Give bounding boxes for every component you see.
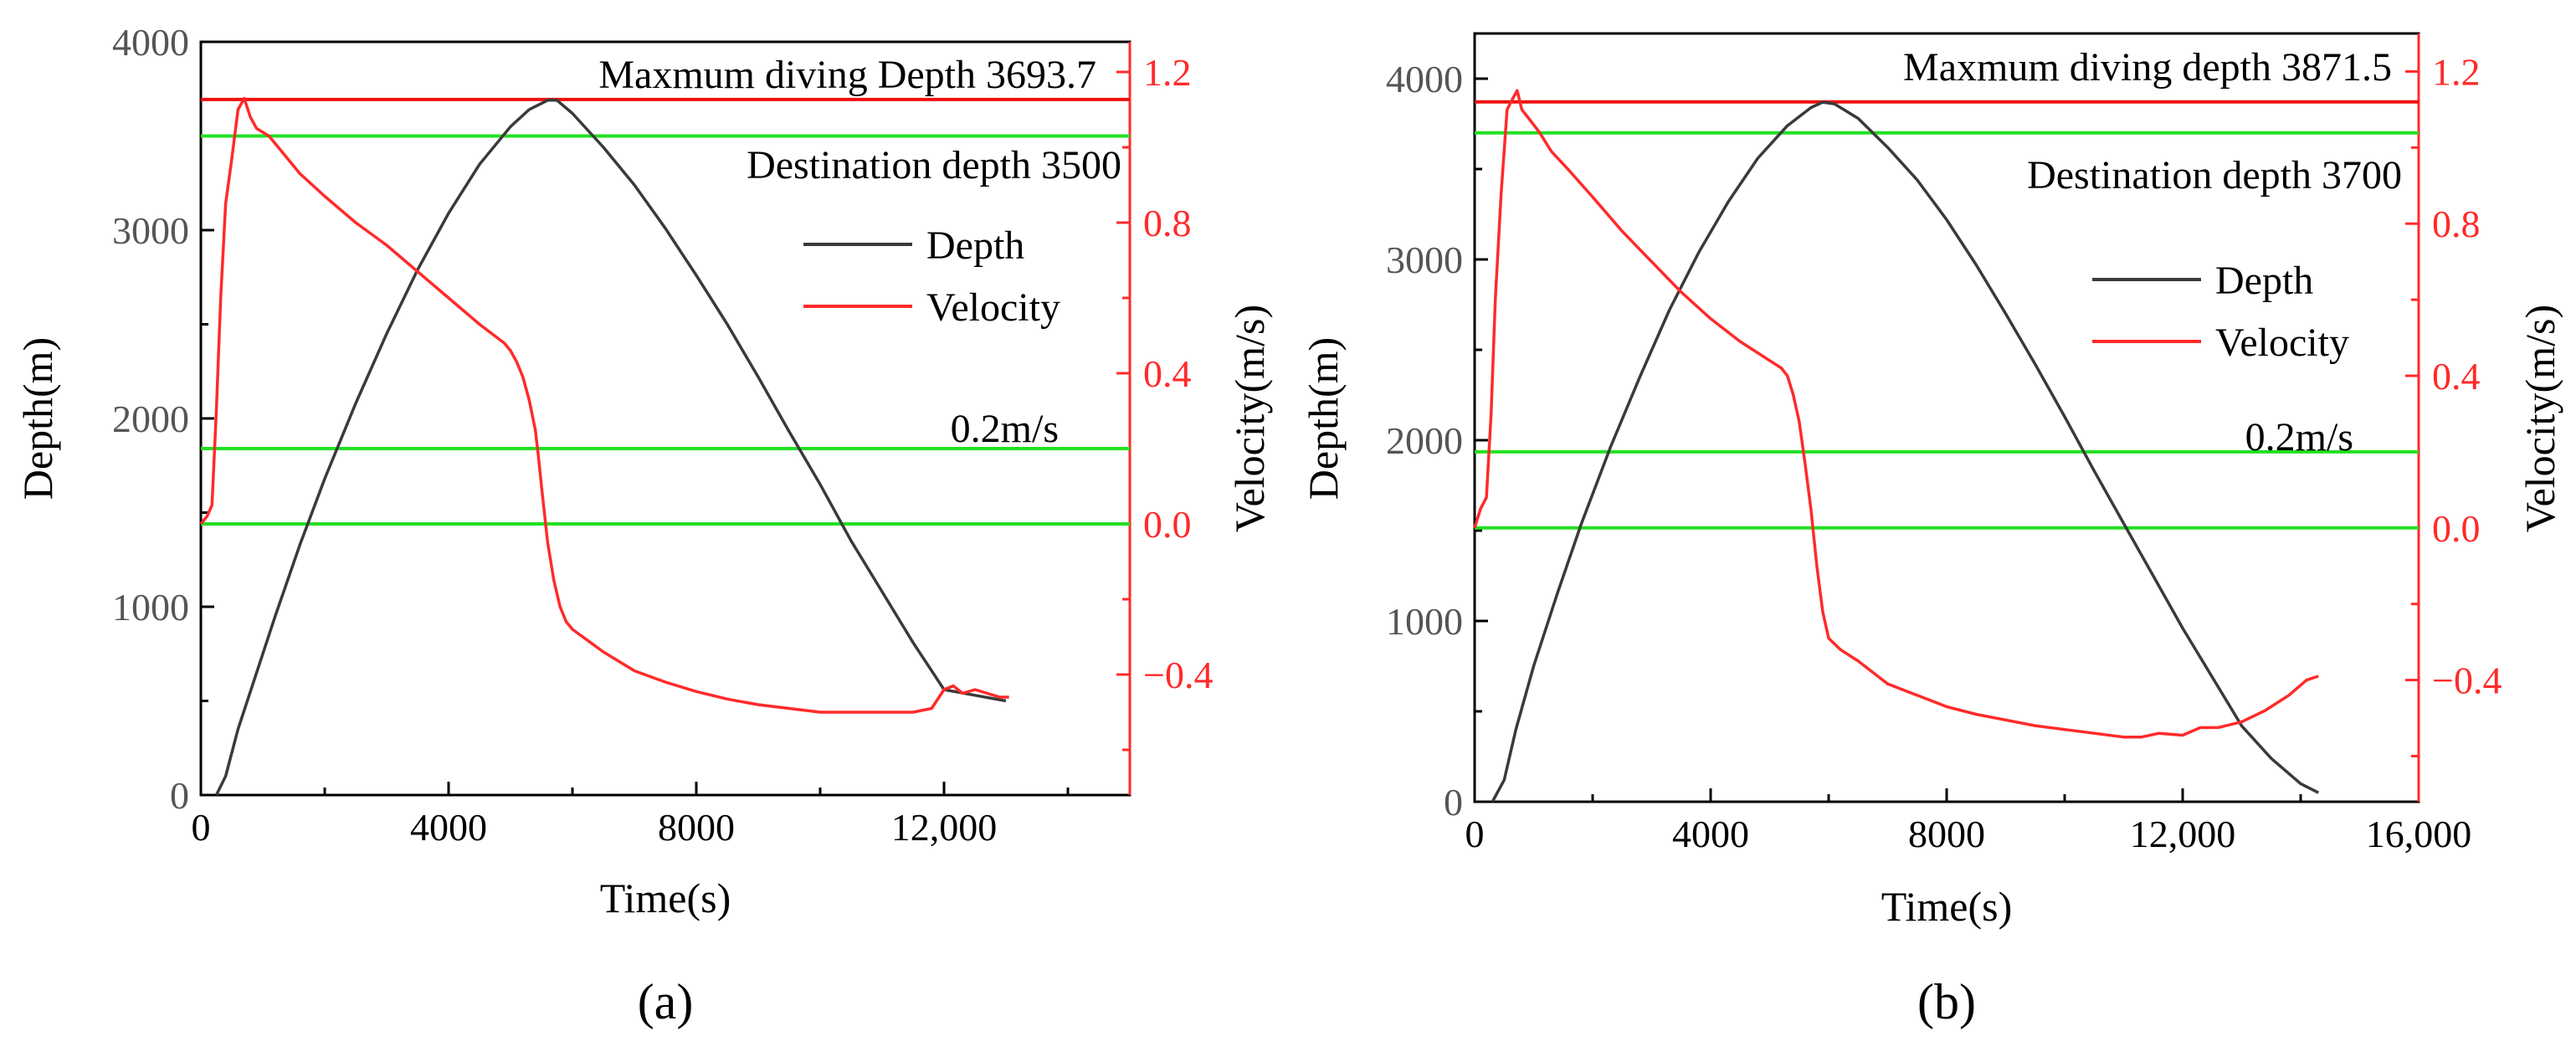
y-tick-label: 4000 — [1386, 58, 1463, 100]
legend-depth-label: Depth — [2215, 259, 2313, 303]
y-tick-marks: 0 1000 2000 3000 4000 — [1386, 58, 1488, 824]
max-depth-annotation: Maxmum diving Depth 3693.7 — [598, 53, 1096, 97]
velocity-ref-annotation: 0.2m/s — [951, 407, 1059, 451]
y2-tick-label: 1.2 — [2432, 50, 2481, 93]
x-tick-label: 12,000 — [891, 806, 998, 849]
y2-tick-label: 0.8 — [1143, 202, 1192, 244]
legend-velocity-label: Velocity — [926, 285, 1060, 330]
chart-a: 0 4000 8000 12,000 0 1000 2000 3000 4000 −0.4 0.… — [14, 21, 1273, 1029]
destination-depth-annotation: Destination depth 3700 — [2027, 153, 2402, 198]
x-tick-label: 16,000 — [2366, 813, 2472, 855]
legend-depth-label: Depth — [926, 223, 1024, 268]
y-axis-title: Depth(m) — [1300, 337, 1347, 500]
x-tick-marks: 0 4000 8000 12,000 — [192, 782, 1070, 849]
destination-depth-annotation: Destination depth 3500 — [747, 143, 1121, 187]
y2-tick-label: 0.4 — [1143, 352, 1192, 395]
y2-tick-label: −0.4 — [1143, 654, 1213, 696]
y-tick-label: 1000 — [112, 586, 189, 629]
y-tick-label: 3000 — [1386, 239, 1463, 281]
x-tick-label: 0 — [1465, 813, 1485, 855]
chart-b: 0 4000 8000 12,000 16,000 01000200030004000 … — [1300, 32, 2563, 1029]
y-tick-marks: 0 1000 2000 3000 4000 — [112, 21, 214, 817]
x-tick-label: 4000 — [410, 806, 487, 849]
y2-tick-label: 0.8 — [2432, 203, 2481, 245]
velocity-series-line — [1473, 89, 2319, 739]
x-tick-label: 8000 — [658, 806, 735, 849]
panel-label-a: (a) — [638, 974, 694, 1029]
depth-series-line — [214, 99, 1007, 796]
x-tick-label: 0 — [192, 806, 211, 849]
legend: Depth Velocity — [803, 223, 1060, 330]
legend: Depth Velocity — [2092, 259, 2349, 365]
velocity-ref-annotation: 0.2m/s — [2245, 415, 2353, 459]
y2-axis-title: Velocity(m/s) — [1226, 305, 1273, 532]
y2-tick-label: 0.4 — [2432, 355, 2481, 398]
depth-series-line — [1491, 100, 2319, 803]
x-tick-label: 4000 — [1672, 813, 1749, 855]
y2-tick-label: 1.2 — [1143, 51, 1192, 94]
y2-tick-label: 0.0 — [1143, 503, 1192, 546]
y-tick-label: 1000 — [1386, 600, 1463, 643]
y-tick-label: 2000 — [112, 398, 189, 440]
y2-axis-title: Velocity(m/s) — [2517, 305, 2563, 532]
legend-velocity-label: Velocity — [2215, 321, 2349, 365]
x-axis-title: Time(s) — [600, 875, 731, 921]
y-axis-title: Depth(m) — [14, 337, 61, 500]
velocity-series-line — [199, 96, 1009, 714]
x-axis-title: Time(s) — [1881, 883, 2013, 930]
y-tick-label: 4000 — [112, 21, 189, 64]
x-tick-label: 8000 — [1908, 813, 1985, 855]
max-depth-annotation: Maxmum diving depth 3871.5 — [1903, 45, 2392, 90]
y2-tick-marks: −0.4 0.0 0.4 0.8 1.2 — [2405, 33, 2502, 802]
x-tick-label: 12,000 — [2130, 813, 2236, 855]
x-tick-marks: 0 4000 8000 12,000 16,000 — [1465, 788, 2472, 855]
y-tick-label: 3000 — [112, 209, 189, 252]
y2-tick-label: 0.0 — [2432, 507, 2481, 550]
y2-tick-marks: −0.4 0.0 0.4 0.8 1.2 — [1116, 42, 1213, 795]
y2-tick-label: −0.4 — [2432, 659, 2502, 702]
panel-label-b: (b) — [1917, 974, 1976, 1029]
y-tick-label: 0 — [170, 774, 189, 817]
y-tick-label: 2000 — [1386, 419, 1463, 462]
y-tick-label: 0 — [1444, 781, 1463, 824]
